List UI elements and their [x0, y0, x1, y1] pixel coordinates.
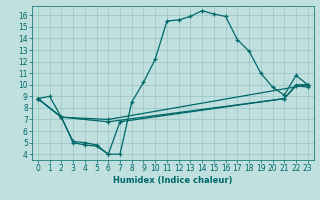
X-axis label: Humidex (Indice chaleur): Humidex (Indice chaleur)	[113, 176, 233, 185]
